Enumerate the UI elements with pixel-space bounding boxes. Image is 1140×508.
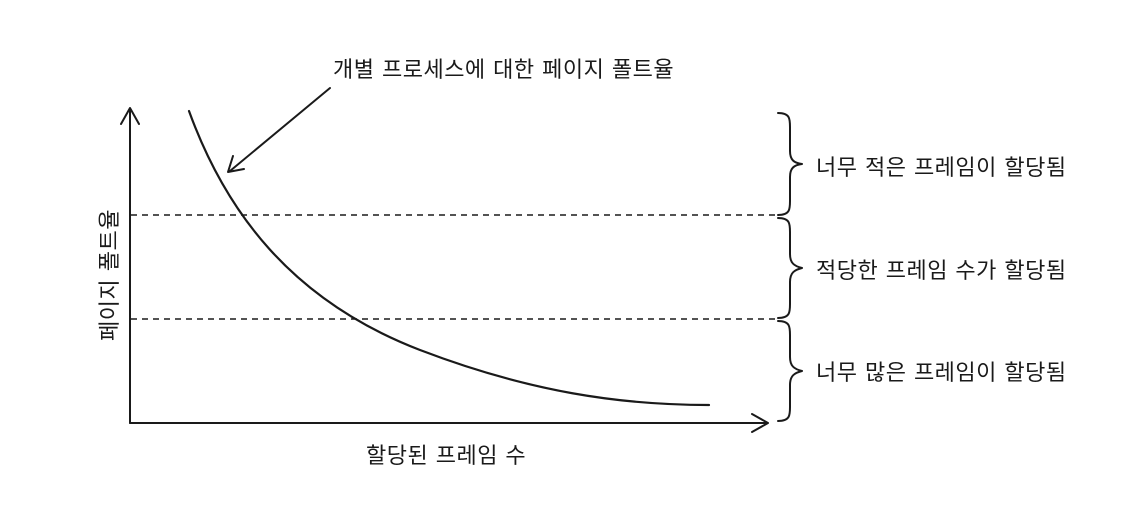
annotation-arrow-line <box>229 87 331 172</box>
annotation-arrowhead <box>227 155 245 173</box>
y-axis-label: 페이지 폴트율 <box>98 209 123 341</box>
y-axis-arrowhead <box>120 107 140 125</box>
curve-annotation-label: 개별 프로세스에 대한 페이지 폴트율 <box>333 58 675 83</box>
x-axis-label: 할당된 프레임 수 <box>366 444 527 469</box>
zone-label-appropriate: 적당한 프레임 수가 할당됨 <box>816 259 1067 284</box>
zone-label-too-few: 너무 적은 프레임이 할당됨 <box>816 156 1067 181</box>
page-fault-rate-curve <box>187 109 711 407</box>
zone-label-too-many: 너무 많은 프레임이 할당됨 <box>816 361 1067 386</box>
x-axis-arrowhead <box>751 413 769 433</box>
brace-appropriate-frames <box>777 217 803 319</box>
brace-too-many-frames <box>777 320 803 422</box>
brace-too-few-frames <box>777 112 803 216</box>
